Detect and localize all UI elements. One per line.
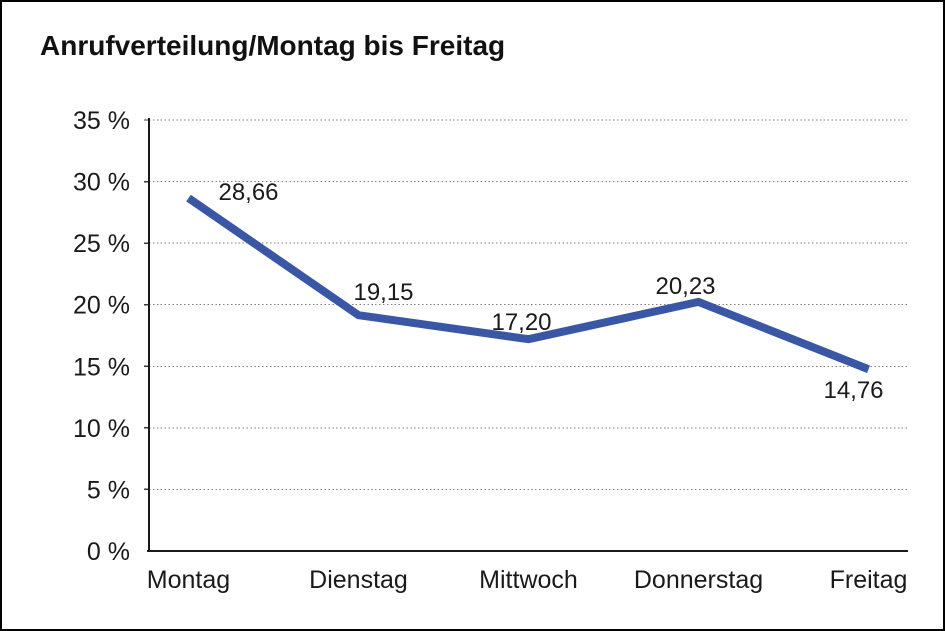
y-tick-label: 15 % (73, 353, 130, 381)
value-label: 17,20 (491, 309, 551, 336)
value-label: 14,76 (823, 377, 883, 404)
y-tick-label: 30 % (73, 169, 130, 197)
y-tick-label: 25 % (73, 230, 130, 258)
x-category-label: Freitag (830, 566, 908, 594)
data-series-line (186, 194, 870, 373)
x-category-label: Donnerstag (634, 566, 763, 594)
x-category-label: Mittwoch (479, 566, 578, 594)
y-tick-label: 20 % (73, 292, 130, 320)
y-tick-label: 0 % (87, 538, 130, 566)
value-label: 19,15 (353, 279, 413, 306)
value-label: 20,23 (655, 273, 715, 300)
x-category-label: Montag (147, 566, 230, 594)
value-label: 28,66 (218, 179, 278, 206)
x-category-label: Dienstag (309, 566, 408, 594)
y-tick-label: 5 % (87, 476, 130, 504)
y-tick-label: 35 % (73, 107, 130, 135)
chart-title: Anrufverteilung/Montag bis Freitag (40, 30, 506, 61)
y-tick-label: 10 % (73, 415, 130, 443)
